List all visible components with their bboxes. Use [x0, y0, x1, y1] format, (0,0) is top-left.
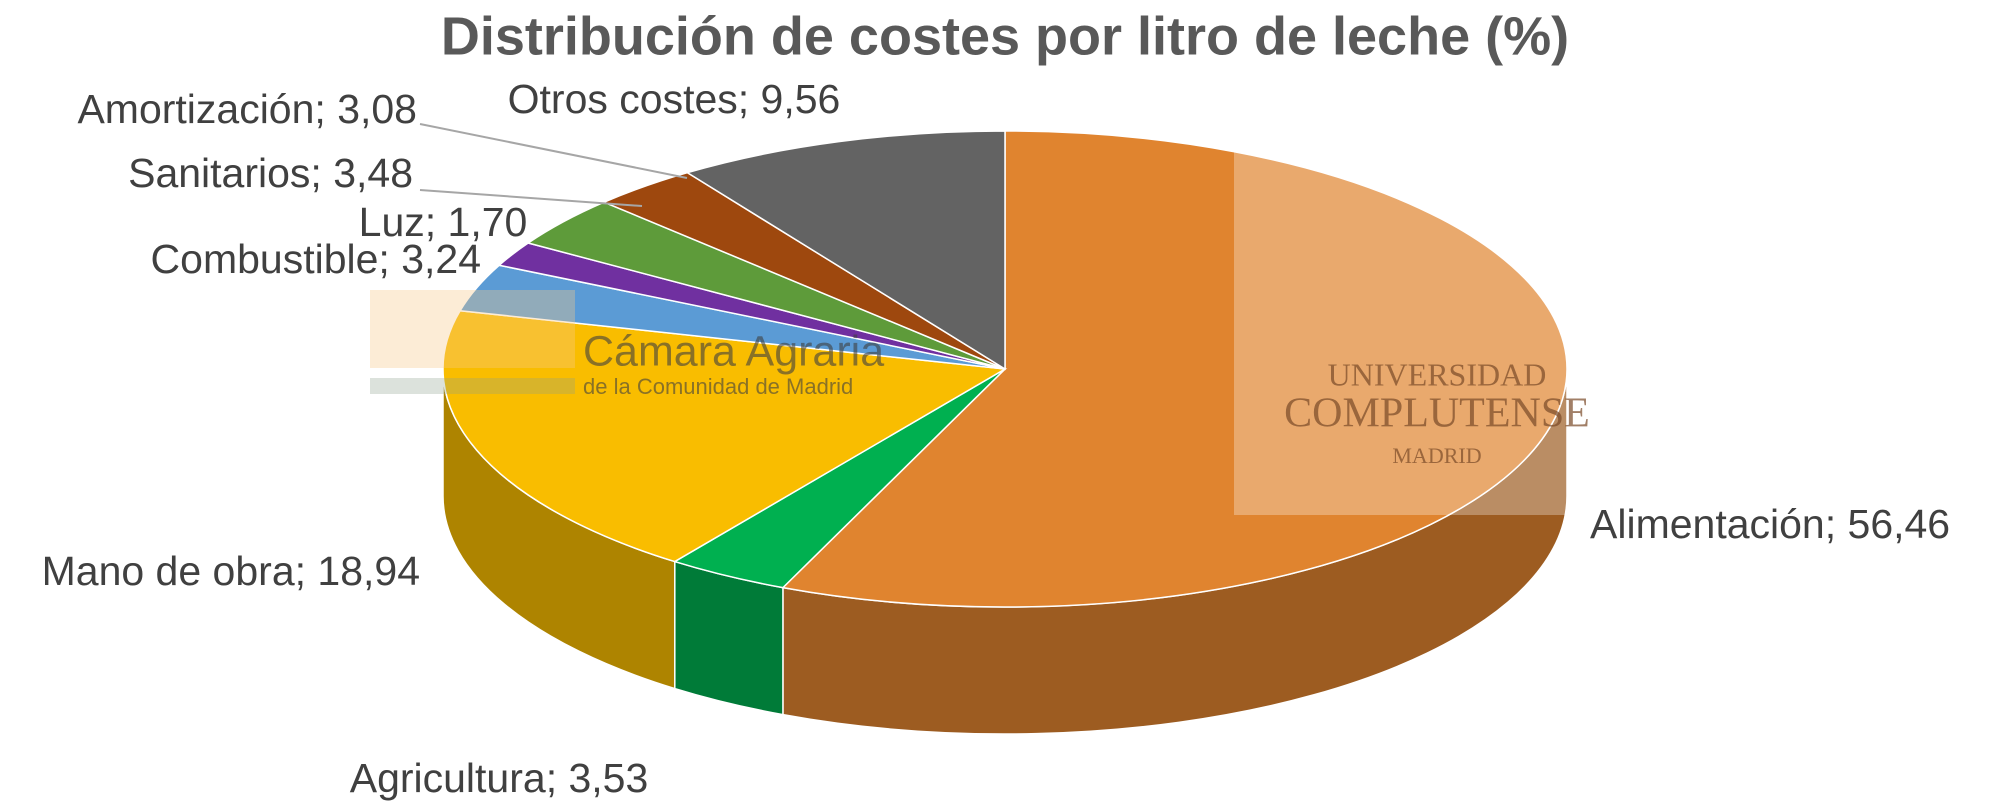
- data-label: Amortización; 3,08: [77, 86, 417, 132]
- leader-line: [419, 123, 688, 179]
- data-label: Agricultura; 3,53: [350, 755, 649, 801]
- data-label: Combustible; 3,24: [151, 236, 481, 282]
- watermark-bar: [370, 378, 575, 394]
- pie-tops: [442, 130, 1568, 608]
- chart-title: Distribución de costes por litro de lech…: [441, 6, 1569, 66]
- leader-line: [419, 189, 643, 207]
- pie-slice: [442, 309, 1008, 563]
- data-labels: Alimentación; 56,46 Agricultura; 3,53 Mano…: [42, 76, 1951, 801]
- watermark-box: [1234, 108, 1622, 515]
- watermarks: Cámara Agraria de la Comunidad de Madrid…: [370, 108, 1622, 515]
- data-label: Luz; 1,70: [359, 199, 528, 245]
- watermark-text: Cámara Agraria: [583, 327, 884, 375]
- data-label: Otros costes; 9,56: [508, 76, 841, 122]
- watermark-text: de la Comunidad de Madrid: [583, 374, 853, 399]
- data-label: Mano de obra; 18,94: [42, 548, 420, 594]
- data-label: Sanitarios; 3,48: [128, 150, 413, 196]
- pie-slice: [781, 130, 1568, 608]
- watermark-text: COMPLUTENSE: [1284, 391, 1590, 437]
- watermark-text: MADRID: [1392, 443, 1481, 468]
- pie-slice: [685, 130, 1006, 371]
- data-label: Alimentación; 56,46: [1590, 501, 1950, 547]
- watermark-text: UNIVERSIDAD: [1328, 356, 1547, 392]
- watermark-logo: [370, 290, 575, 368]
